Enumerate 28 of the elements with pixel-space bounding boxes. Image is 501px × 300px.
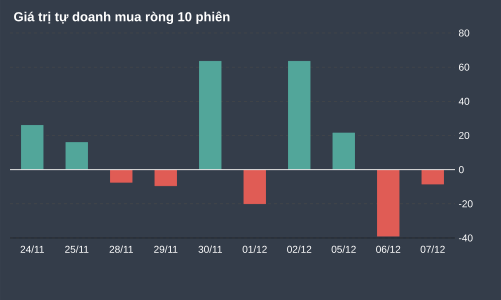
bar [332, 132, 355, 170]
x-tick-label: 01/12 [242, 246, 267, 253]
x-tick-label: 25/11 [65, 246, 88, 253]
y-tick-label: -20 [458, 200, 473, 208]
x-tick-label: 28/11 [110, 246, 133, 253]
bar [21, 125, 44, 170]
x-tick-label: 02/12 [287, 246, 312, 253]
x-tick-label: 24/11 [20, 246, 44, 253]
y-tick-label: 60 [459, 64, 470, 71]
bar [110, 169, 132, 183]
y-tick-label: 0 [458, 166, 464, 174]
x-tick-label: 07/12 [420, 246, 445, 253]
bar [244, 169, 266, 204]
x-tick-label: 29/11 [154, 246, 178, 253]
y-tick-label: -40 [458, 234, 473, 242]
bar [377, 169, 400, 236]
chart-title: Giá trị tự doanh mua ròng 10 phiên [14, 12, 230, 24]
y-tick-label: 20 [459, 132, 470, 140]
bar [288, 60, 310, 170]
bar [422, 169, 444, 184]
y-tick-label: 80 [458, 29, 470, 37]
bar [66, 142, 88, 170]
bar [199, 60, 222, 170]
x-tick-label: 30/11 [198, 246, 222, 253]
x-tick-label: 05/12 [332, 246, 356, 253]
y-tick-label: 40 [458, 98, 470, 105]
bar [154, 169, 177, 186]
x-tick-label: 06/12 [376, 246, 400, 253]
